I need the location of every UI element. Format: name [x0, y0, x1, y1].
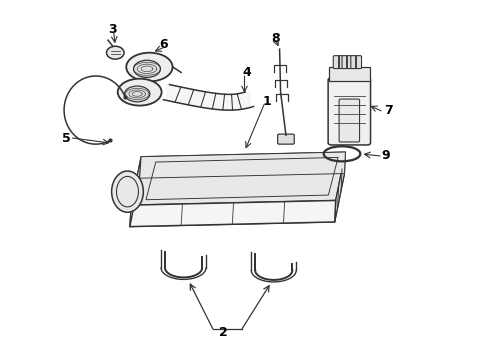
- FancyBboxPatch shape: [328, 67, 369, 81]
- FancyBboxPatch shape: [332, 56, 343, 68]
- FancyBboxPatch shape: [277, 134, 294, 144]
- Ellipse shape: [126, 53, 172, 81]
- Ellipse shape: [118, 79, 161, 105]
- Circle shape: [106, 46, 124, 59]
- Polygon shape: [130, 157, 141, 226]
- Text: 2: 2: [219, 326, 227, 339]
- Polygon shape: [140, 152, 345, 178]
- FancyBboxPatch shape: [350, 56, 361, 68]
- Text: 5: 5: [62, 131, 71, 145]
- Text: 9: 9: [381, 149, 389, 162]
- FancyBboxPatch shape: [338, 99, 359, 142]
- Text: 6: 6: [160, 38, 168, 51]
- Text: 7: 7: [383, 104, 392, 117]
- Ellipse shape: [111, 171, 143, 212]
- Polygon shape: [334, 152, 345, 222]
- Polygon shape: [130, 174, 344, 226]
- Polygon shape: [130, 201, 335, 226]
- Ellipse shape: [133, 60, 160, 77]
- Ellipse shape: [124, 86, 150, 102]
- Text: 8: 8: [271, 32, 280, 45]
- Text: 4: 4: [242, 66, 251, 79]
- Text: 1: 1: [262, 95, 270, 108]
- Text: 3: 3: [108, 23, 117, 36]
- FancyBboxPatch shape: [327, 78, 370, 145]
- Polygon shape: [131, 152, 345, 205]
- FancyBboxPatch shape: [341, 56, 352, 68]
